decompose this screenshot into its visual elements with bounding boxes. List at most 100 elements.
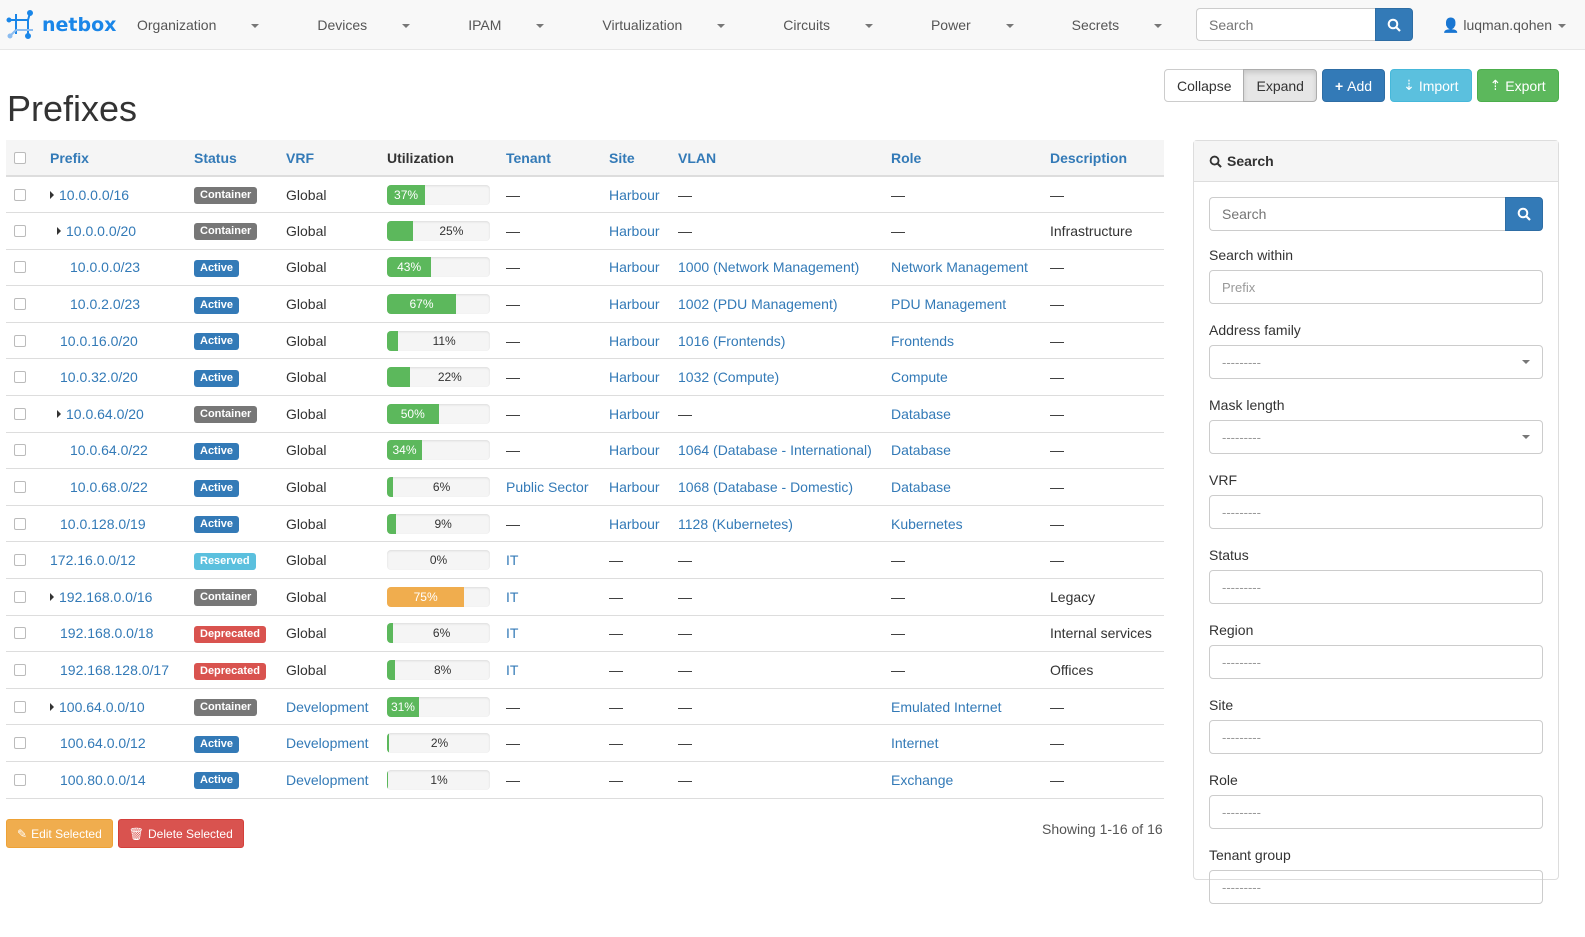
vlan-link[interactable]: 1032 (Compute) (678, 369, 780, 386)
row-checkbox[interactable] (14, 773, 26, 786)
prefix-link[interactable]: 100.64.0.0/10 (59, 698, 145, 715)
site-link[interactable]: Harbour (609, 259, 660, 276)
menu-virtualization[interactable]: Virtualization (602, 17, 754, 33)
tenant-link[interactable]: Public Sector (506, 479, 589, 496)
sidebar-search-input[interactable] (1209, 197, 1505, 231)
role-link[interactable]: Kubernetes (891, 515, 963, 532)
vlan-link[interactable]: 1002 (PDU Management) (678, 296, 838, 313)
collapse-button[interactable]: Collapse (1164, 69, 1245, 102)
region-input[interactable]: --------- (1209, 645, 1543, 679)
expand-button[interactable]: Expand (1243, 69, 1317, 102)
mask-length-select[interactable]: --------- (1209, 420, 1543, 454)
sidebar-search-button[interactable] (1505, 197, 1543, 231)
role-input[interactable]: --------- (1209, 795, 1543, 829)
netbox-logo[interactable]: netbox (6, 10, 116, 40)
site-link[interactable]: Harbour (609, 515, 660, 532)
vlan-link[interactable]: 1000 (Network Management) (678, 259, 860, 276)
site-input[interactable]: --------- (1209, 720, 1543, 754)
expand-arrow-icon[interactable] (57, 226, 61, 235)
prefix-link[interactable]: 10.0.128.0/19 (60, 515, 146, 532)
address-family-select[interactable]: --------- (1209, 345, 1543, 379)
row-checkbox[interactable] (14, 700, 26, 713)
row-checkbox[interactable] (14, 627, 26, 640)
tenant-link[interactable]: IT (506, 552, 519, 569)
vrf-input[interactable]: --------- (1209, 495, 1543, 529)
row-checkbox[interactable] (14, 261, 26, 274)
status-input[interactable]: --------- (1209, 570, 1543, 604)
menu-devices[interactable]: Devices (317, 17, 439, 33)
row-checkbox[interactable] (14, 334, 26, 347)
tenant-link[interactable]: IT (506, 588, 519, 605)
prefix-link[interactable]: 10.0.64.0/22 (70, 442, 148, 459)
prefix-link[interactable]: 192.168.128.0/17 (60, 662, 169, 679)
add-button[interactable]: + Add (1321, 69, 1386, 102)
row-checkbox[interactable] (14, 737, 26, 750)
prefix-link[interactable]: 192.168.0.0/18 (60, 625, 154, 642)
site-link[interactable]: Harbour (609, 332, 660, 349)
column-header-description[interactable]: Description (1050, 140, 1164, 177)
prefix-link[interactable]: 172.16.0.0/12 (50, 552, 136, 569)
vlan-link[interactable]: 1128 (Kubernetes) (678, 515, 793, 532)
prefix-link[interactable]: 10.0.2.0/23 (70, 296, 141, 313)
prefix-link[interactable]: 10.0.68.0/22 (70, 479, 148, 496)
column-header-vlan[interactable]: VLAN (678, 140, 891, 177)
delete-selected-button[interactable]: 🗑 Delete Selected (117, 819, 244, 848)
expand-arrow-icon[interactable] (50, 702, 54, 711)
vlan-link[interactable]: 1068 (Database - Domestic) (678, 479, 854, 496)
prefix-link[interactable]: 100.80.0.0/14 (60, 771, 146, 788)
column-header-prefix[interactable]: Prefix (50, 140, 194, 177)
user-menu[interactable]: 👤 luqman.qohen (1442, 17, 1567, 34)
role-link[interactable]: Compute (891, 369, 948, 386)
expand-arrow-icon[interactable] (50, 592, 54, 601)
top-search-button[interactable] (1375, 8, 1413, 41)
menu-organization[interactable]: Organization (137, 17, 288, 33)
column-header-vrf[interactable]: VRF (286, 140, 387, 177)
column-header-tenant[interactable]: Tenant (506, 140, 609, 177)
site-link[interactable]: Harbour (609, 369, 660, 386)
prefix-link[interactable]: 10.0.0.0/23 (70, 259, 141, 276)
menu-ipam[interactable]: IPAM (468, 17, 573, 33)
role-link[interactable]: Network Management (891, 259, 1028, 276)
select-all-checkbox[interactable] (14, 151, 26, 164)
prefix-link[interactable]: 10.0.0.0/20 (66, 222, 137, 239)
row-checkbox[interactable] (14, 224, 26, 237)
prefix-link[interactable]: 10.0.64.0/20 (66, 405, 144, 422)
vrf-value[interactable]: Development (286, 698, 369, 715)
prefix-link[interactable]: 192.168.0.0/16 (59, 588, 153, 605)
vlan-link[interactable]: 1064 (Database - International) (678, 442, 872, 459)
edit-selected-button[interactable]: ✎ Edit Selected (6, 819, 113, 848)
site-link[interactable]: Harbour (609, 222, 660, 239)
expand-arrow-icon[interactable] (50, 190, 54, 199)
prefix-link[interactable]: 10.0.0.0/16 (59, 186, 130, 203)
row-checkbox[interactable] (14, 481, 26, 494)
role-link[interactable]: Database (891, 442, 951, 459)
site-link[interactable]: Harbour (609, 296, 660, 313)
site-link[interactable]: Harbour (609, 405, 660, 422)
row-checkbox[interactable] (14, 188, 26, 201)
column-header-status[interactable]: Status (194, 140, 286, 177)
expand-arrow-icon[interactable] (57, 409, 61, 418)
row-checkbox[interactable] (14, 554, 26, 567)
site-link[interactable]: Harbour (609, 442, 660, 459)
role-link[interactable]: Database (891, 405, 951, 422)
tenant-group-input[interactable]: --------- (1209, 870, 1543, 904)
prefix-link[interactable]: 100.64.0.0/12 (60, 735, 146, 752)
vrf-value[interactable]: Development (286, 735, 369, 752)
top-search-input[interactable] (1196, 8, 1375, 41)
site-link[interactable]: Harbour (609, 479, 660, 496)
row-checkbox[interactable] (14, 517, 26, 530)
column-header-site[interactable]: Site (609, 140, 678, 177)
prefix-link[interactable]: 10.0.16.0/20 (60, 332, 138, 349)
site-link[interactable]: Harbour (609, 186, 660, 203)
row-checkbox[interactable] (14, 298, 26, 311)
vlan-link[interactable]: 1016 (Frontends) (678, 332, 786, 349)
menu-secrets[interactable]: Secrets (1072, 17, 1191, 33)
menu-power[interactable]: Power (931, 17, 1043, 33)
tenant-link[interactable]: IT (506, 625, 519, 642)
column-header-role[interactable]: Role (891, 140, 1050, 177)
search-within-input[interactable]: Prefix (1209, 270, 1543, 304)
row-checkbox[interactable] (14, 444, 26, 457)
row-checkbox[interactable] (14, 371, 26, 384)
role-link[interactable]: PDU Management (891, 296, 1007, 313)
role-link[interactable]: Emulated Internet (891, 698, 1002, 715)
